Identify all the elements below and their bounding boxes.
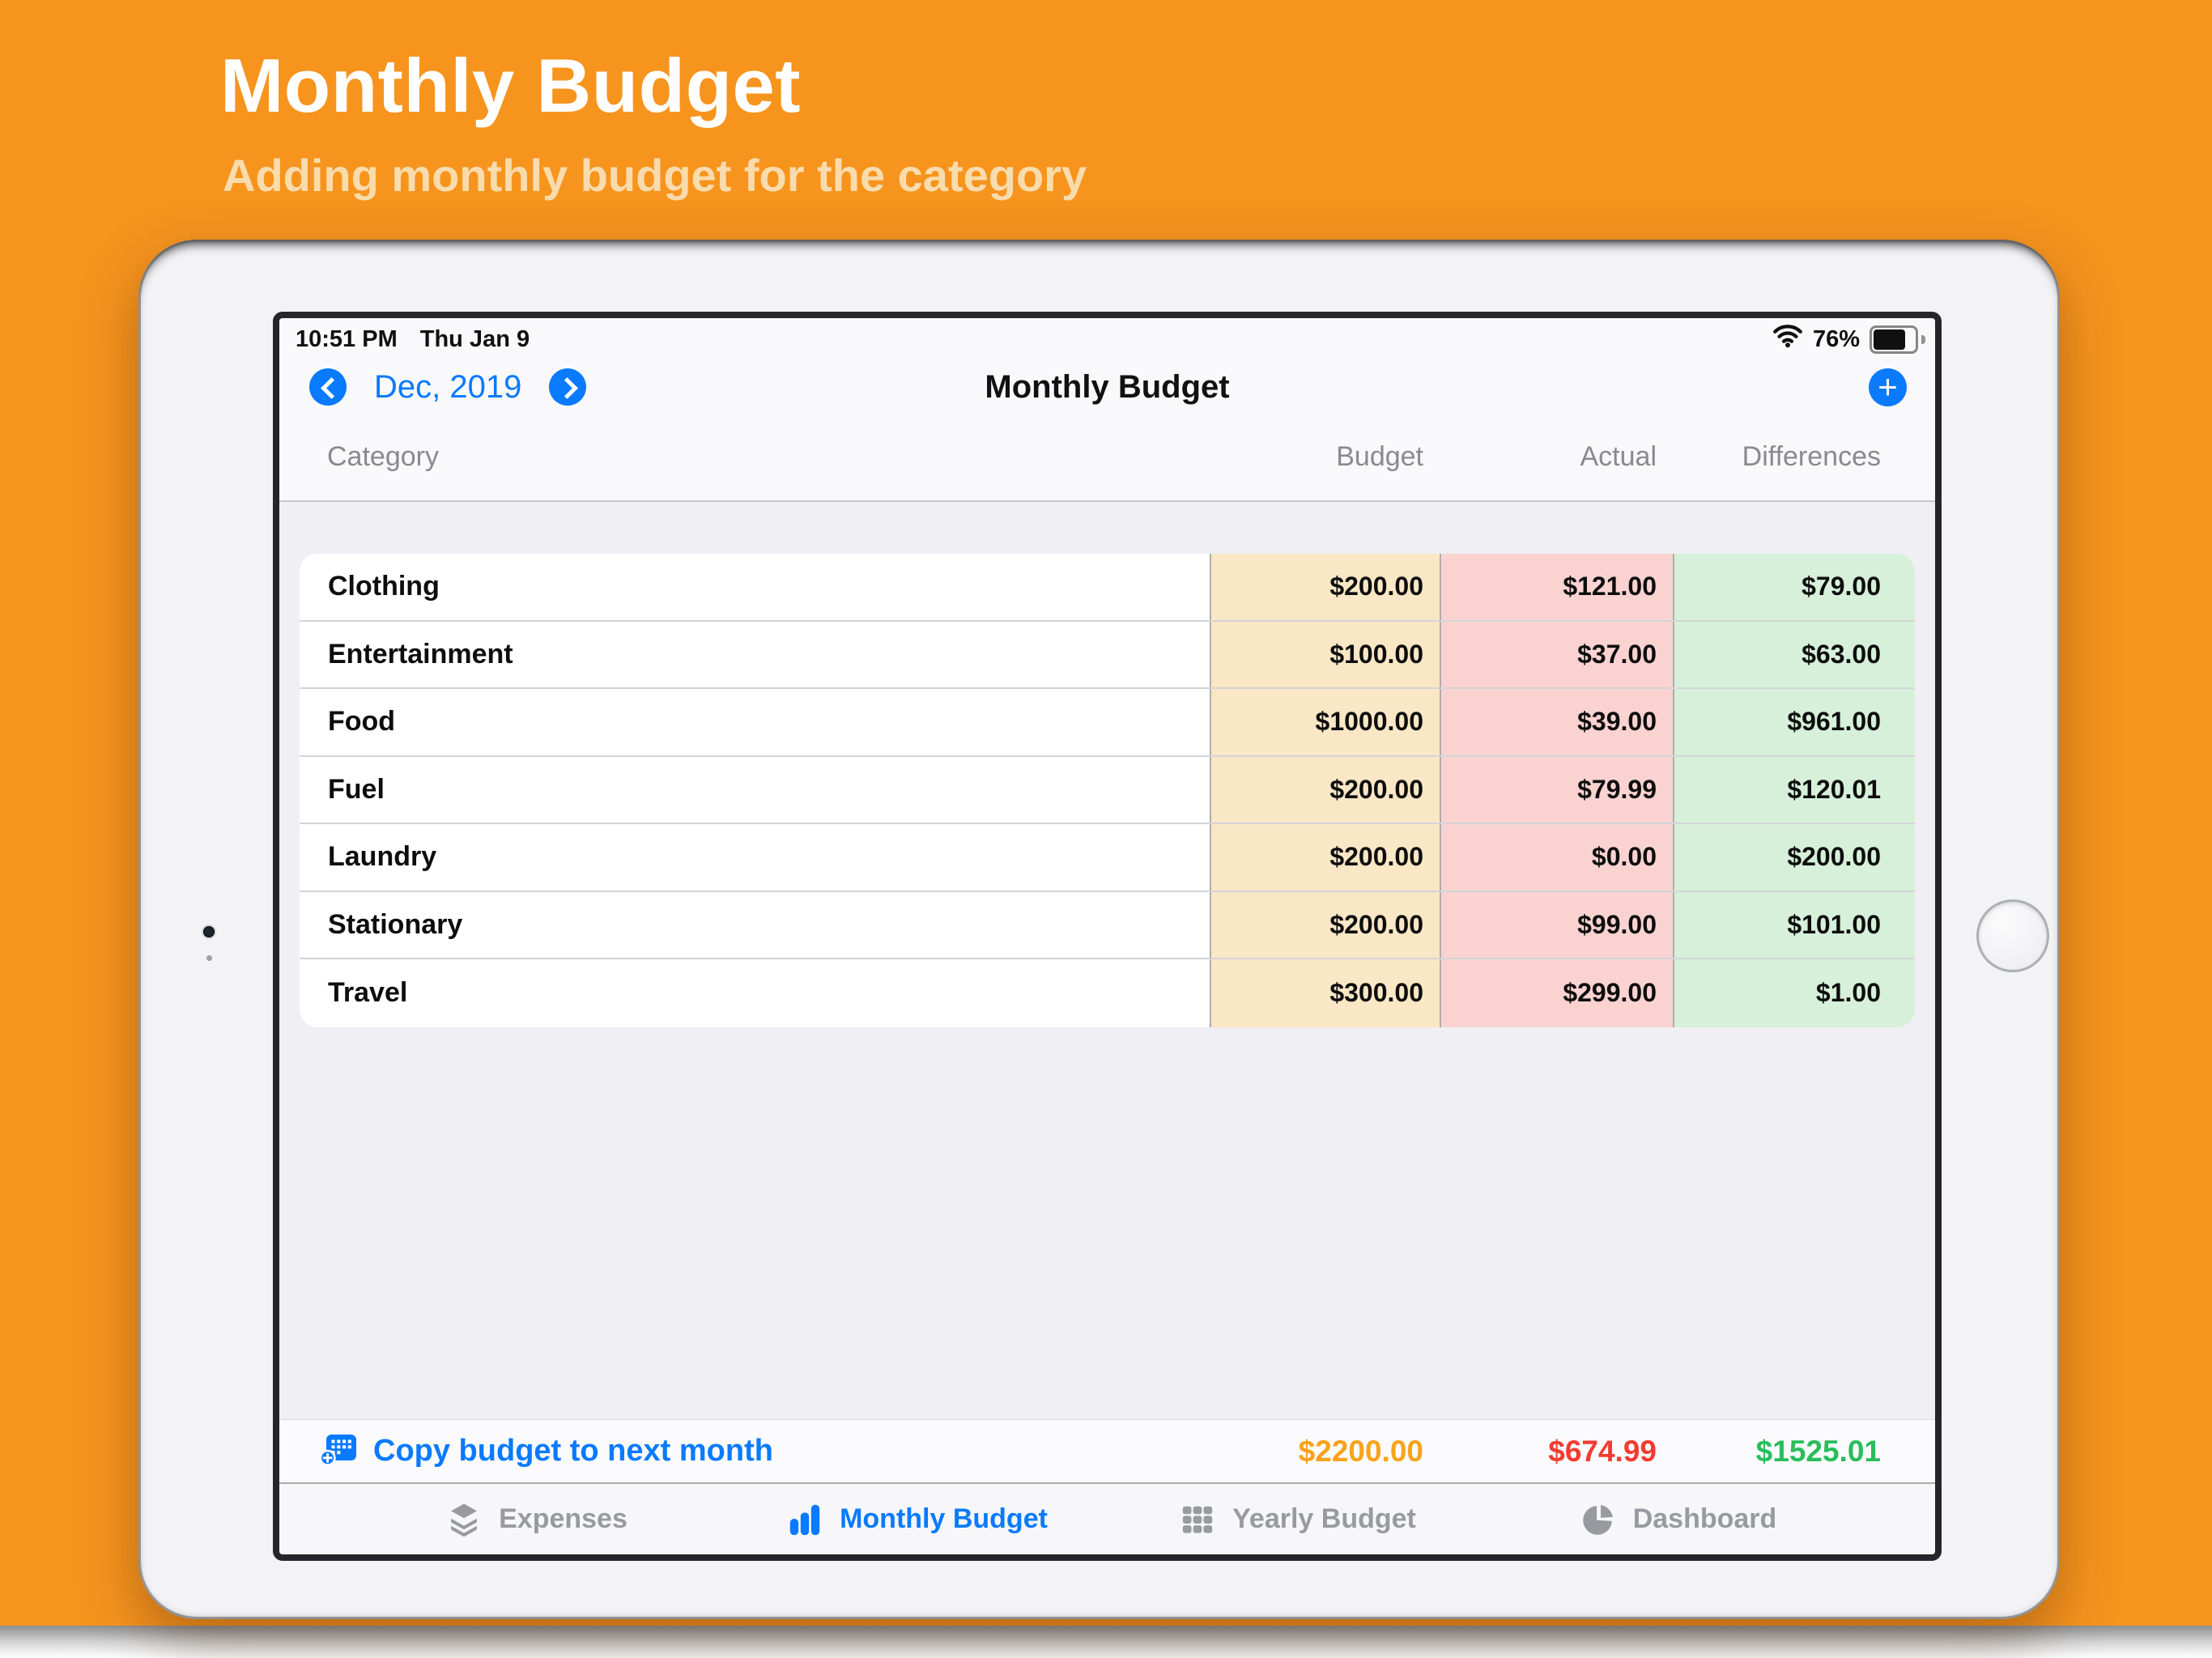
table-row[interactable]: Clothing $200.00 $121.00 $79.00 <box>300 554 1915 622</box>
total-budget: $2200.00 <box>1298 1434 1423 1468</box>
table-row[interactable]: Travel $300.00 $299.00 $1.00 <box>300 959 1915 1027</box>
battery-icon <box>1870 325 1918 354</box>
actual-cell: $121.00 <box>1440 554 1673 620</box>
difference-cell: $961.00 <box>1673 689 1915 755</box>
status-date: Thu Jan 9 <box>419 325 530 352</box>
actual-cell: $79.99 <box>1440 756 1673 823</box>
tab-label: Yearly Budget <box>1232 1503 1416 1534</box>
category-cell: Laundry <box>300 824 1210 891</box>
page-subtitle: Adding monthly budget for the category <box>223 150 1087 201</box>
difference-cell: $120.01 <box>1673 756 1915 823</box>
front-camera <box>203 926 215 937</box>
table-row[interactable]: Fuel $200.00 $79.99 $120.01 <box>300 756 1915 824</box>
grid-icon <box>1179 1501 1216 1538</box>
screen-title: Monthly Budget <box>985 368 1230 405</box>
budget-cell: $1000.00 <box>1210 689 1440 755</box>
add-budget-button[interactable]: + <box>1869 368 1907 406</box>
table-row[interactable]: Food $1000.00 $39.00 $961.00 <box>300 689 1915 757</box>
tab-dashboard[interactable]: Dashboard <box>1488 1501 1869 1538</box>
table-row[interactable]: Laundry $200.00 $0.00 $200.00 <box>300 824 1915 892</box>
column-header-budget: Budget <box>1336 441 1423 472</box>
category-cell: Entertainment <box>300 621 1210 687</box>
previous-month-button[interactable] <box>309 368 347 406</box>
column-header-actual: Actual <box>1580 441 1657 472</box>
pie-chart-icon <box>1580 1501 1617 1538</box>
column-header-category: Category <box>327 441 439 472</box>
tab-monthly-budget[interactable]: Monthly Budget <box>727 1501 1108 1538</box>
budget-cell: $100.00 <box>1210 621 1440 687</box>
actual-cell: $39.00 <box>1440 689 1673 755</box>
tab-label: Monthly Budget <box>840 1503 1048 1534</box>
category-cell: Food <box>300 689 1210 755</box>
battery-percent: 76% <box>1812 325 1860 352</box>
wifi-icon <box>1772 324 1803 355</box>
tab-bar: Expenses Monthly Budget <box>279 1484 1935 1554</box>
month-selector: Dec, 2019 <box>309 368 587 406</box>
difference-cell: $63.00 <box>1673 621 1915 687</box>
tab-label: Dashboard <box>1632 1503 1777 1534</box>
budget-cell: $200.00 <box>1210 891 1440 958</box>
budget-cell: $200.00 <box>1210 756 1440 823</box>
category-cell: Stationary <box>300 891 1210 958</box>
actual-cell: $299.00 <box>1440 959 1673 1027</box>
budget-cell: $200.00 <box>1210 554 1440 620</box>
total-actual: $674.99 <box>1548 1434 1657 1468</box>
month-label: Dec, 2019 <box>374 368 522 405</box>
category-cell: Clothing <box>300 554 1210 620</box>
ambient-sensor <box>206 955 212 961</box>
page-title: Monthly Budget <box>220 43 802 128</box>
table-row[interactable]: Stationary $200.00 $99.00 $101.00 <box>300 891 1915 959</box>
column-header-differences: Differences <box>1742 441 1881 472</box>
difference-cell: $1.00 <box>1673 959 1915 1027</box>
budget-table: Clothing $200.00 $121.00 $79.00 Entertai… <box>300 554 1915 1027</box>
battery-nub <box>1921 334 1925 344</box>
home-button[interactable] <box>1976 899 2049 972</box>
difference-cell: $101.00 <box>1673 891 1915 958</box>
content-area: Clothing $200.00 $121.00 $79.00 Entertai… <box>279 502 1935 1419</box>
status-time: 10:51 PM <box>296 325 398 352</box>
footer-bar: Copy budget to next month $2200.00 $674.… <box>279 1419 1935 1484</box>
actual-cell: $99.00 <box>1440 891 1673 958</box>
nav-bar: Dec, 2019 Monthly Budget + <box>279 360 1935 414</box>
difference-cell: $79.00 <box>1673 554 1915 620</box>
category-cell: Travel <box>300 959 1210 1027</box>
copy-budget-label: Copy budget to next month <box>373 1434 773 1468</box>
budget-cell: $200.00 <box>1210 824 1440 891</box>
category-cell: Fuel <box>300 756 1210 823</box>
tab-yearly-budget[interactable]: Yearly Budget <box>1108 1501 1488 1538</box>
difference-cell: $200.00 <box>1673 824 1915 891</box>
table-header: Category Budget Actual Differences <box>279 414 1935 502</box>
app-screen: 10:51 PM Thu Jan 9 76% <box>273 312 1942 1561</box>
layers-icon <box>445 1501 483 1538</box>
total-difference: $1525.01 <box>1755 1434 1881 1468</box>
plus-icon: + <box>1878 368 1898 406</box>
calendar-plus-icon <box>319 1431 359 1471</box>
tab-expenses[interactable]: Expenses <box>347 1501 727 1538</box>
surface-strip <box>0 1626 2212 1658</box>
table-row[interactable]: Entertainment $100.00 $37.00 $63.00 <box>300 621 1915 689</box>
actual-cell: $37.00 <box>1440 621 1673 687</box>
actual-cell: $0.00 <box>1440 824 1673 891</box>
ipad-device-frame: 10:51 PM Thu Jan 9 76% <box>138 240 2060 1619</box>
tab-label: Expenses <box>499 1503 627 1534</box>
status-bar: 10:51 PM Thu Jan 9 76% <box>279 318 1935 360</box>
next-month-button[interactable] <box>549 368 587 406</box>
copy-budget-button[interactable]: Copy budget to next month <box>300 1431 1210 1471</box>
bar-chart-icon <box>786 1501 823 1538</box>
budget-cell: $300.00 <box>1210 959 1440 1027</box>
